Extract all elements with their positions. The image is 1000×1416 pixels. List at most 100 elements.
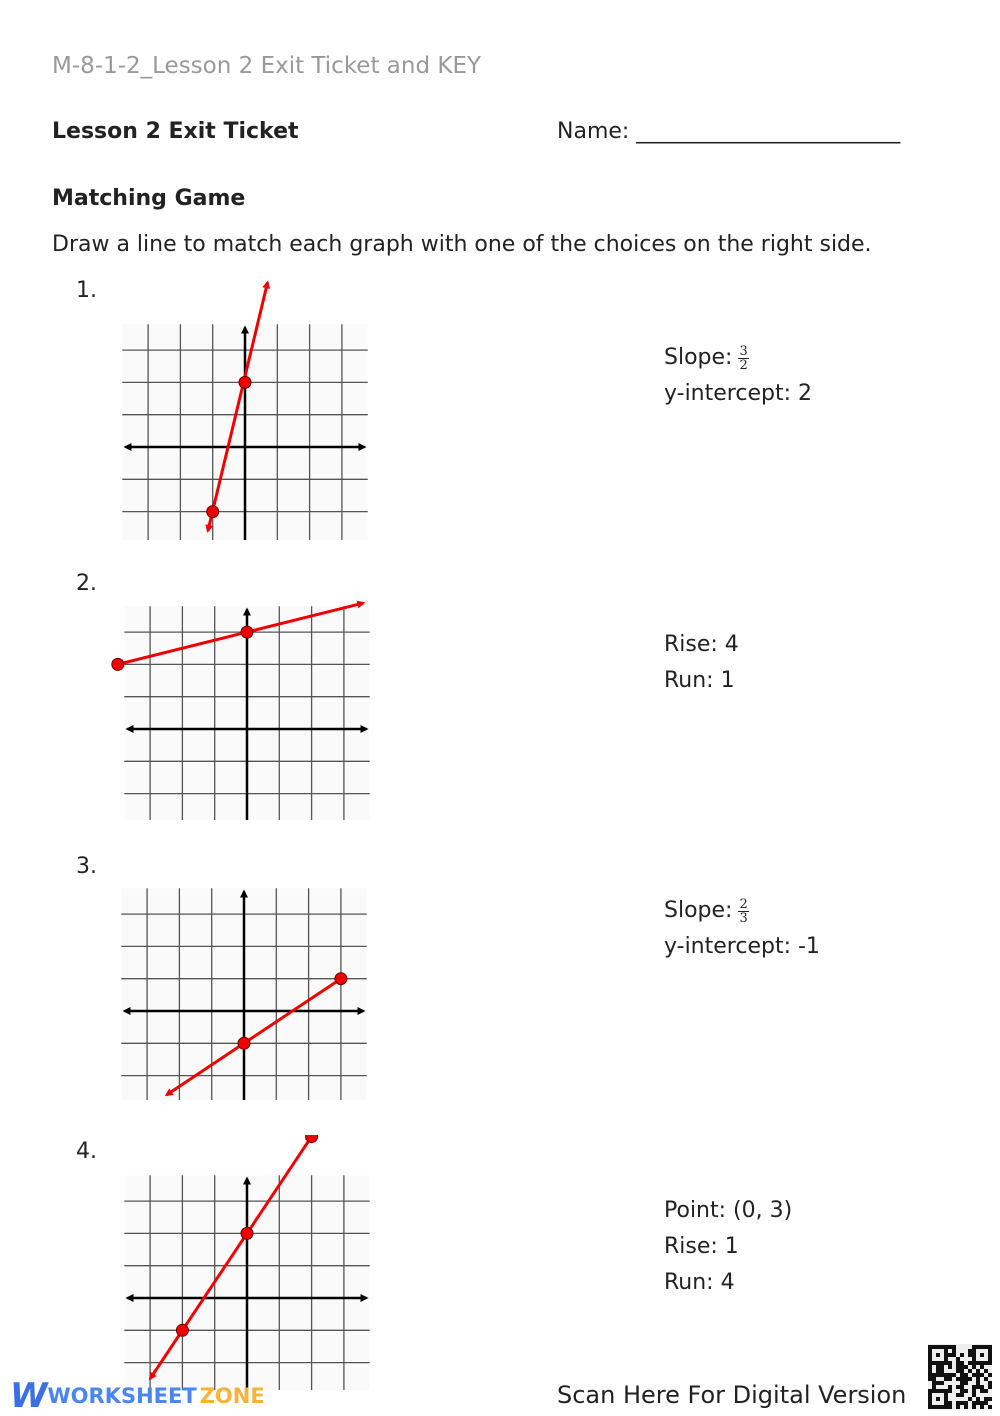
qr-module: [936, 1353, 940, 1357]
qr-code-icon[interactable]: [928, 1344, 992, 1410]
qr-module: [944, 1389, 948, 1393]
qr-module: [928, 1369, 932, 1373]
qr-module: [932, 1377, 936, 1381]
qr-module: [952, 1345, 956, 1349]
qr-module: [964, 1405, 968, 1409]
qr-module: [956, 1401, 960, 1405]
qr-module: [928, 1389, 932, 1393]
qr-module: [956, 1369, 960, 1373]
graph-line: [164, 977, 342, 1097]
qr-module: [940, 1389, 944, 1393]
qr-module: [984, 1389, 988, 1393]
qr-module: [928, 1365, 932, 1369]
qr-module: [936, 1365, 940, 1369]
qr-module: [988, 1345, 992, 1349]
qr-module: [932, 1381, 936, 1385]
qr-module: [984, 1361, 988, 1365]
graph-point: [111, 657, 125, 671]
qr-module: [972, 1389, 976, 1393]
qr-module: [940, 1361, 944, 1365]
qr-module: [948, 1373, 952, 1377]
qr-module: [980, 1365, 984, 1369]
qr-module: [964, 1381, 968, 1385]
qr-module: [984, 1345, 988, 1349]
qr-module: [928, 1405, 932, 1409]
qr-module: [972, 1373, 976, 1377]
qr-module: [960, 1385, 964, 1389]
graph-1: [122, 280, 368, 540]
qr-module: [928, 1349, 932, 1353]
qr-module: [988, 1397, 992, 1401]
qr-module: [976, 1385, 980, 1389]
qr-module: [960, 1393, 964, 1397]
document-title: M-8-1-2_Lesson 2 Exit Ticket and KEY: [52, 53, 482, 79]
graph-number: 4.: [76, 1139, 97, 1164]
qr-module: [960, 1365, 964, 1369]
qr-module: [964, 1365, 968, 1369]
qr-module: [960, 1381, 964, 1385]
qr-module: [988, 1353, 992, 1357]
qr-module: [956, 1365, 960, 1369]
graph-line: [205, 280, 271, 533]
qr-module: [928, 1397, 932, 1401]
qr-module: [980, 1385, 984, 1389]
qr-module: [988, 1405, 992, 1409]
qr-module: [948, 1401, 952, 1405]
graph-point: [334, 972, 348, 986]
choice-d: Point: (0, 3) Rise: 1 Run: 4: [664, 1198, 793, 1295]
qr-module: [936, 1397, 940, 1401]
qr-module: [944, 1377, 948, 1381]
qr-module: [956, 1405, 960, 1409]
qr-module: [948, 1353, 952, 1357]
qr-module: [956, 1377, 960, 1381]
qr-module: [976, 1381, 980, 1385]
graph-3: [121, 888, 367, 1100]
qr-module: [968, 1349, 972, 1353]
qr-module: [976, 1373, 980, 1377]
qr-module: [932, 1373, 936, 1377]
qr-module: [944, 1349, 948, 1353]
scan-text: Scan Here For Digital Version: [557, 1381, 907, 1409]
qr-module: [964, 1389, 968, 1393]
qr-module: [984, 1397, 988, 1401]
qr-module: [976, 1377, 980, 1381]
graph-point: [175, 1323, 189, 1337]
section-title: Matching Game: [52, 186, 246, 211]
qr-module: [936, 1405, 940, 1409]
worksheetzone-logo: W WORKSHEET ZONE: [10, 1376, 265, 1416]
graph-number: 3.: [76, 854, 97, 879]
qr-module: [972, 1365, 976, 1369]
qr-module: [960, 1361, 964, 1365]
qr-module: [944, 1357, 948, 1361]
qr-module: [960, 1389, 964, 1393]
qr-module: [956, 1393, 960, 1397]
qr-module: [932, 1361, 936, 1365]
qr-module: [944, 1405, 948, 1409]
qr-module: [964, 1373, 968, 1377]
qr-module: [928, 1353, 932, 1357]
graph-number: 2.: [76, 571, 97, 596]
qr-module: [936, 1345, 940, 1349]
qr-module: [932, 1385, 936, 1389]
qr-module: [928, 1401, 932, 1405]
qr-module: [936, 1373, 940, 1377]
qr-module: [940, 1381, 944, 1385]
qr-module: [976, 1361, 980, 1365]
qr-module: [940, 1345, 944, 1349]
qr-module: [944, 1373, 948, 1377]
qr-module: [988, 1385, 992, 1389]
choice-b: Rise: 4 Run: 1: [664, 632, 739, 693]
qr-module: [972, 1349, 976, 1353]
qr-module: [928, 1361, 932, 1365]
qr-module: [976, 1345, 980, 1349]
qr-module: [952, 1373, 956, 1377]
qr-module: [956, 1357, 960, 1361]
instructions: Draw a line to match each graph with one…: [52, 232, 872, 257]
qr-module: [972, 1345, 976, 1349]
qr-module: [936, 1389, 940, 1393]
qr-module: [944, 1393, 948, 1397]
qr-module: [988, 1349, 992, 1353]
qr-module: [988, 1373, 992, 1377]
